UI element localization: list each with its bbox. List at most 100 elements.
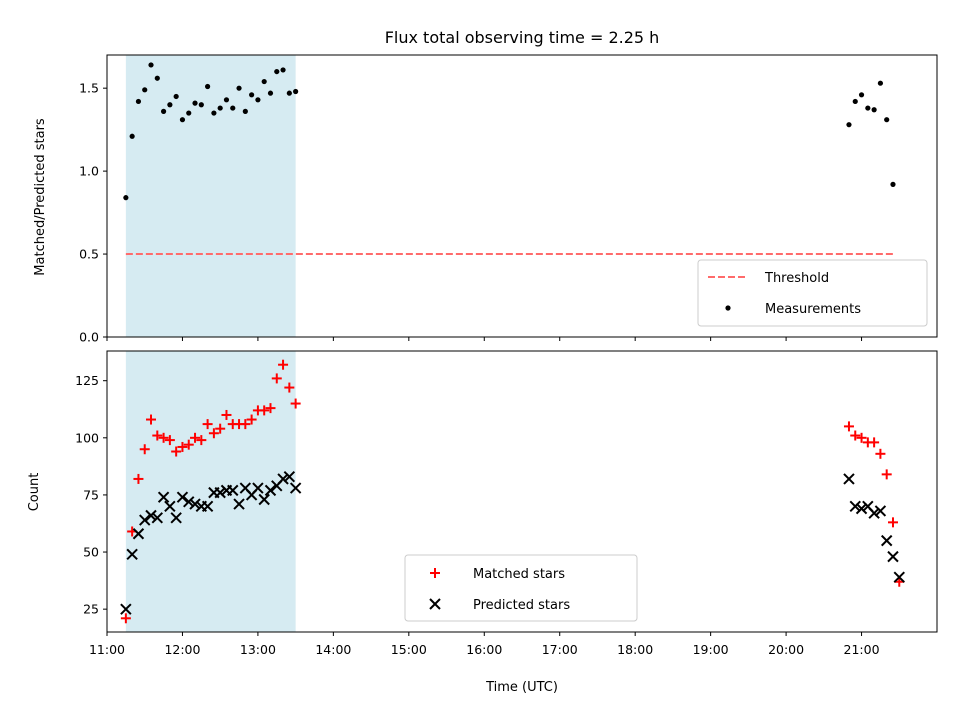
x-marker-b bbox=[893, 571, 905, 583]
predicted-stars-point bbox=[843, 473, 855, 485]
predicted-stars-point bbox=[252, 482, 264, 494]
measurements-point bbox=[211, 110, 217, 116]
x-marker-b bbox=[170, 512, 182, 524]
matched-stars-point bbox=[221, 409, 232, 420]
x-marker-b bbox=[132, 528, 145, 540]
x-marker-b bbox=[126, 548, 138, 561]
x-marker-b bbox=[151, 512, 164, 524]
measurements-point bbox=[142, 87, 148, 93]
bottom-plot: 25 50 75 100 125 11:00 12:00 13:00 14:00 15:00 16:… bbox=[75, 350, 938, 657]
x-tick-label: 20:00 bbox=[768, 642, 804, 657]
matched-stars-point bbox=[146, 414, 157, 425]
predicted-stars-point bbox=[126, 548, 138, 561]
matched-stars-point bbox=[133, 473, 144, 484]
x-marker-b bbox=[145, 509, 157, 522]
matched-stars-point bbox=[164, 435, 175, 446]
top-y-tick-label: 1.0 bbox=[79, 164, 99, 179]
predicted-stars-point bbox=[880, 534, 893, 547]
x-tick-label: 14:00 bbox=[315, 642, 351, 657]
predicted-stars-point bbox=[164, 500, 176, 513]
predicted-stars-point bbox=[183, 496, 195, 508]
matched-stars-point bbox=[856, 432, 867, 443]
predicted-stars-point bbox=[176, 491, 189, 503]
x-tick-label: 17:00 bbox=[542, 642, 578, 657]
x-marker-b bbox=[176, 491, 189, 503]
measurements-point bbox=[135, 98, 142, 105]
legend-predicted-label: Predicted stars bbox=[473, 598, 570, 613]
x-marker-b bbox=[855, 502, 868, 515]
measurements-point bbox=[123, 195, 129, 201]
measurements-point bbox=[884, 117, 890, 123]
predicted-stars-point bbox=[233, 498, 245, 510]
measurements-point bbox=[858, 92, 865, 98]
x-tick-label: 21:00 bbox=[844, 642, 880, 657]
matched-stars-point bbox=[202, 419, 213, 430]
measurements-point bbox=[890, 181, 896, 187]
x-tick-label: 19:00 bbox=[693, 642, 729, 657]
predicted-stars-point bbox=[151, 512, 164, 524]
matched-stars-point bbox=[881, 469, 892, 480]
predicted-stars-point bbox=[874, 505, 887, 517]
x-marker-b bbox=[139, 514, 151, 526]
legend-predicted-swatch-b bbox=[429, 598, 441, 610]
predicted-stars-point bbox=[120, 603, 132, 615]
x-marker-b bbox=[264, 484, 277, 497]
predicted-stars-point bbox=[277, 473, 289, 485]
matched-stars-point bbox=[887, 517, 898, 528]
matched-stars-point bbox=[158, 432, 169, 443]
matched-stars-point bbox=[196, 435, 207, 446]
x-marker-b bbox=[283, 470, 296, 483]
x-marker-b bbox=[201, 500, 214, 513]
measurements-point bbox=[274, 68, 280, 75]
predicted-stars-point bbox=[849, 500, 861, 513]
x-marker-b bbox=[887, 550, 899, 563]
measurements-point bbox=[148, 62, 154, 68]
x-marker-b bbox=[849, 500, 861, 513]
measurements-point bbox=[230, 105, 236, 111]
x-marker-b bbox=[157, 491, 170, 503]
measurements-point bbox=[255, 97, 261, 103]
matched-stars-point bbox=[290, 398, 301, 409]
top-y-tick-label: 0.5 bbox=[79, 247, 99, 262]
measurements-point bbox=[129, 133, 135, 139]
x-tick-label: 16:00 bbox=[466, 642, 502, 657]
x-marker-b bbox=[239, 482, 252, 494]
top-plot: 0.0 0.5 1.0 1.5 Threshold Measurements bbox=[79, 54, 938, 345]
predicted-stars-point bbox=[170, 512, 182, 524]
measurements-point bbox=[852, 98, 858, 105]
legend-measurements-label: Measurements bbox=[765, 302, 861, 317]
matched-stars-point bbox=[278, 359, 289, 370]
x-marker-b bbox=[227, 484, 239, 497]
measurements-point bbox=[871, 107, 877, 113]
measurements-point bbox=[293, 88, 299, 95]
x-marker-b bbox=[289, 482, 302, 494]
x-marker-b bbox=[183, 496, 195, 508]
top-y-tick-label: 0.0 bbox=[79, 330, 99, 345]
bottom-y-tick-label: 100 bbox=[75, 430, 99, 445]
x-marker-b bbox=[120, 603, 132, 615]
predicted-stars-point bbox=[289, 482, 302, 494]
bottom-y-axis-label: Count bbox=[27, 473, 42, 512]
measurements-point bbox=[186, 110, 192, 116]
top-shaded-interval bbox=[125, 55, 296, 337]
predicted-stars-point bbox=[189, 498, 201, 510]
matched-stars-point bbox=[869, 437, 880, 448]
measurements-point bbox=[846, 122, 852, 128]
matched-stars-point bbox=[183, 439, 194, 450]
bottom-legend-box bbox=[404, 554, 638, 622]
measurements-point bbox=[173, 93, 179, 100]
matched-stars-point bbox=[850, 430, 861, 441]
x-tick-label: 12:00 bbox=[164, 642, 200, 657]
measurements-point bbox=[160, 108, 167, 114]
measurements-point bbox=[236, 85, 242, 91]
measurements-point bbox=[198, 102, 204, 108]
measurements-point bbox=[261, 78, 267, 85]
top-legend-box bbox=[697, 259, 928, 327]
predicted-stars-point bbox=[132, 528, 145, 540]
predicted-stars-point bbox=[264, 484, 277, 497]
x-tick-label: 18:00 bbox=[617, 642, 653, 657]
bottom-y-tick-label: 75 bbox=[83, 487, 99, 502]
matched-stars-point bbox=[152, 430, 163, 441]
x-tick-label: 15:00 bbox=[391, 642, 427, 657]
